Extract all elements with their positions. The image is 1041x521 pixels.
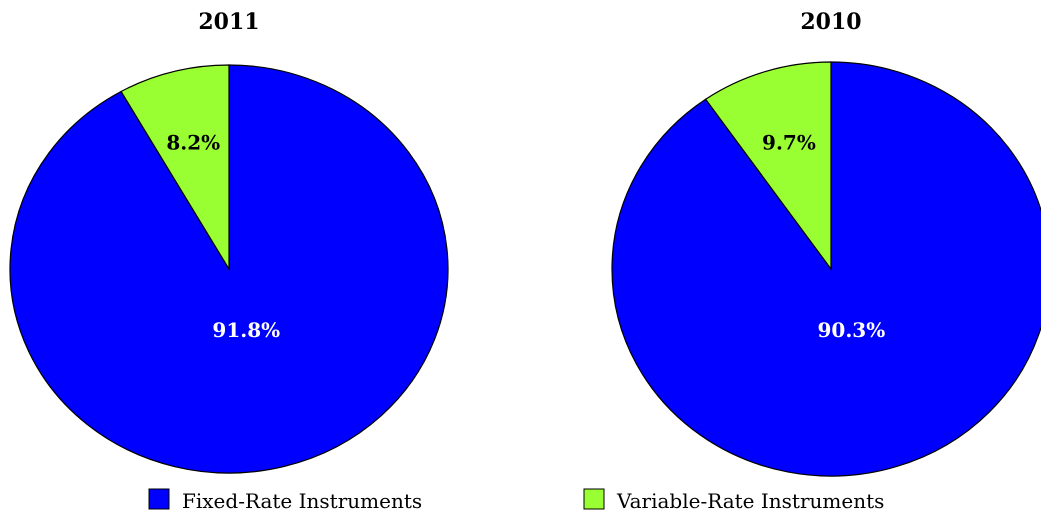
pie-slice-variable-rate-instruments <box>120 64 230 272</box>
slice-label-fixed-rate-instruments: 91.8% <box>212 318 280 342</box>
legend-swatch-fixed-rate <box>148 488 170 510</box>
pie-2010: 90.3% 9.7% <box>611 61 1041 477</box>
legend-swatch-variable-rate <box>583 488 605 510</box>
legend: Fixed-Rate Instruments Variable-Rate Ins… <box>148 488 884 513</box>
legend-label-fixed-rate: Fixed-Rate Instruments <box>182 489 422 513</box>
pie-slice-variable-rate-instruments <box>704 61 832 271</box>
slice-label-fixed-rate-instruments: 90.3% <box>818 318 886 342</box>
pie-2011: 91.8% 8.2% <box>9 64 449 474</box>
slice-label-variable-rate-instruments: 8.2% <box>166 131 220 155</box>
legend-label-variable-rate: Variable-Rate Instruments <box>616 489 884 513</box>
slice-label-variable-rate-instruments: 9.7% <box>762 131 816 155</box>
pie-slice-fixed-rate-instruments <box>611 61 1041 477</box>
pie-title-2011: 2011 <box>198 9 259 35</box>
pie-title-2010: 2010 <box>800 9 861 35</box>
